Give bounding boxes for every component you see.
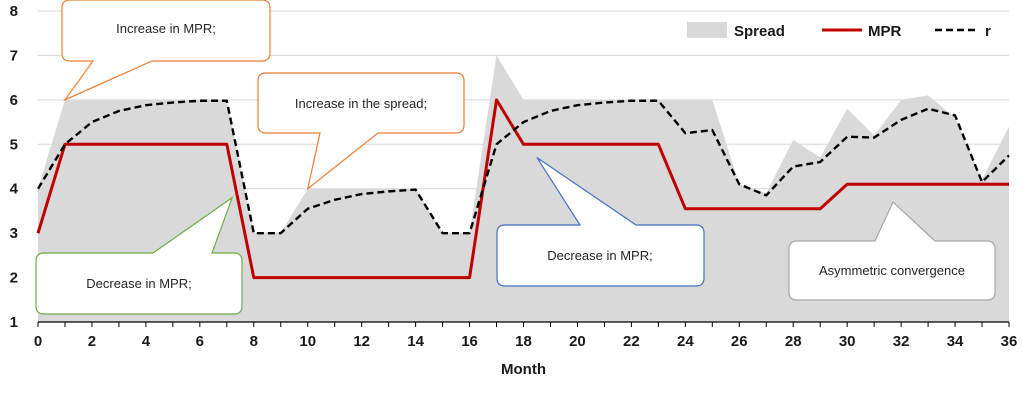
callout-text: Decrease in MPR;: [547, 248, 652, 263]
legend-r-label: r: [985, 23, 991, 40]
x-tick-label: 4: [142, 333, 151, 350]
y-tick-label: 8: [10, 3, 18, 20]
x-tick-label: 32: [893, 333, 910, 350]
x-tick-label: 6: [196, 333, 204, 350]
legend: Spread MPR r: [687, 22, 991, 40]
callout-text: Increase in the spread;: [295, 96, 427, 111]
legend-spread-swatch: [687, 22, 727, 38]
plot-area: [36, 55, 1010, 323]
x-tick-label: 18: [515, 333, 532, 350]
callout-decrease-mpr-green: Decrease in MPR;: [35, 196, 243, 315]
callout-shape: [257, 72, 465, 191]
x-axis: [37, 321, 1010, 327]
x-tick-label: 16: [461, 333, 478, 350]
y-tick-labels: 1 2 3 4 5 6 7 8: [10, 3, 19, 331]
x-tick-label: 30: [839, 333, 856, 350]
x-tick-label: 34: [947, 333, 964, 350]
callout-shape: [61, 0, 271, 102]
callout-asymmetric-convergence: Asymmetric convergence: [788, 201, 996, 301]
x-tick-label: 20: [569, 333, 586, 350]
x-tick-labels: 0 2 4 6 8 10 12 14 16 18 20 22 24 26 28 30 32 34 36: [34, 333, 1018, 350]
x-axis-title: Month: [501, 361, 546, 378]
x-tick-label: 26: [731, 333, 748, 350]
mpr-line: [36, 98, 1009, 280]
x-tick-label: 2: [88, 333, 96, 350]
legend-mpr-label: MPR: [868, 23, 902, 40]
x-tick-label: 12: [353, 333, 370, 350]
r-line: [36, 99, 1010, 235]
callout-shape: [788, 201, 996, 301]
callout-decrease-mpr-blue: Decrease in MPR;: [496, 157, 705, 287]
x-tick-label: 28: [785, 333, 802, 350]
y-tick-label: 5: [10, 136, 18, 153]
x-tick-label: 0: [34, 333, 42, 350]
x-tick-label: 14: [407, 333, 424, 350]
callout-text: Decrease in MPR;: [86, 276, 191, 291]
legend-spread-label: Spread: [734, 23, 785, 40]
callout-increase-mpr: Increase in MPR;: [61, 0, 271, 102]
callout-shape: [35, 196, 243, 315]
x-tick-label: 36: [1001, 333, 1018, 350]
y-tick-label: 2: [10, 270, 18, 287]
annotations: Increase in MPR; Increase in the spread;…: [35, 0, 996, 315]
y-tick-label: 7: [10, 47, 18, 64]
y-tick-label: 6: [10, 92, 18, 109]
y-tick-label: 4: [10, 181, 19, 198]
spread-area: [38, 55, 1009, 323]
callout-text: Asymmetric convergence: [819, 263, 965, 278]
callout-increase-spread: Increase in the spread;: [257, 72, 465, 191]
callout-text: Increase in MPR;: [116, 21, 216, 36]
y-tick-label: 1: [10, 314, 18, 331]
x-tick-label: 10: [299, 333, 316, 350]
x-tick-label: 22: [623, 333, 640, 350]
y-tick-label: 3: [10, 225, 18, 242]
x-tick-label: 24: [677, 333, 694, 350]
callout-shape: [496, 157, 705, 287]
x-tick-label: 8: [250, 333, 258, 350]
